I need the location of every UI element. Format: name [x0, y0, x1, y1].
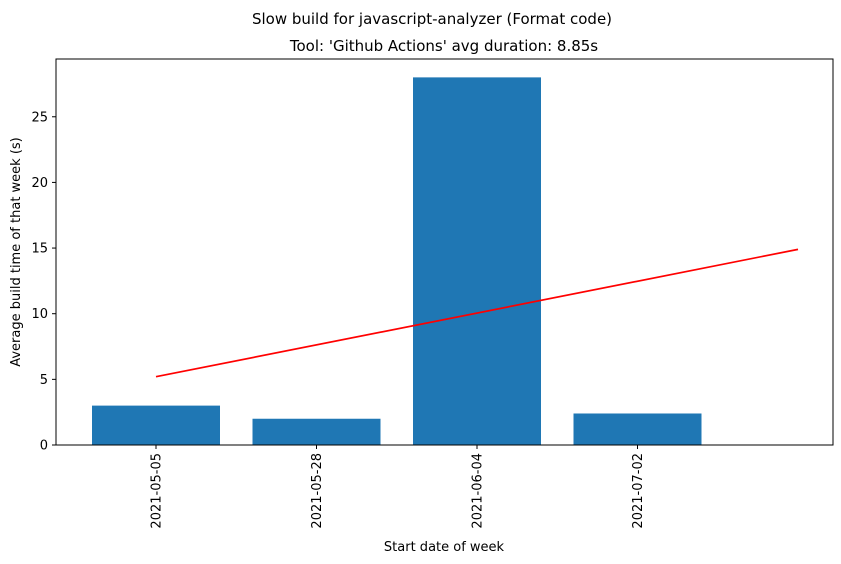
x-tick-label-2021-07-02: 2021-07-02 — [631, 453, 646, 529]
trend-line — [155, 248, 799, 378]
bar-2021-05-05 — [92, 405, 220, 445]
x-axis: 2021-05-05 2021-05-28 2021-06-04 2021-07-02 — [150, 445, 646, 529]
y-tick-label: 0 — [40, 439, 48, 454]
y-axis: 0 5 10 15 20 25 — [31, 110, 56, 454]
y-tick-label: 10 — [31, 307, 48, 322]
plot-area — [92, 77, 799, 445]
bar-2021-06-04 — [413, 77, 541, 445]
y-axis-label: Average build time of that week (s) — [9, 137, 24, 367]
x-tick-label-2021-06-04: 2021-06-04 — [471, 453, 486, 529]
x-axis-label: Start date of week — [384, 540, 505, 555]
bar-2021-07-02 — [573, 413, 702, 445]
y-tick-label: 25 — [31, 110, 48, 125]
x-tick-label-2021-05-05: 2021-05-05 — [150, 453, 165, 529]
y-tick-label: 20 — [31, 176, 48, 191]
y-tick-label: 15 — [31, 242, 48, 257]
chart-title: Tool: 'Github Actions' avg duration: 8.8… — [289, 37, 598, 55]
bar-2021-05-28 — [252, 418, 381, 445]
y-tick-label: 5 — [40, 373, 48, 388]
x-tick-label-2021-05-28: 2021-05-28 — [310, 453, 325, 529]
chart-suptitle: Slow build for javascript-analyzer (Form… — [252, 10, 612, 28]
axes-frame — [55, 58, 834, 446]
